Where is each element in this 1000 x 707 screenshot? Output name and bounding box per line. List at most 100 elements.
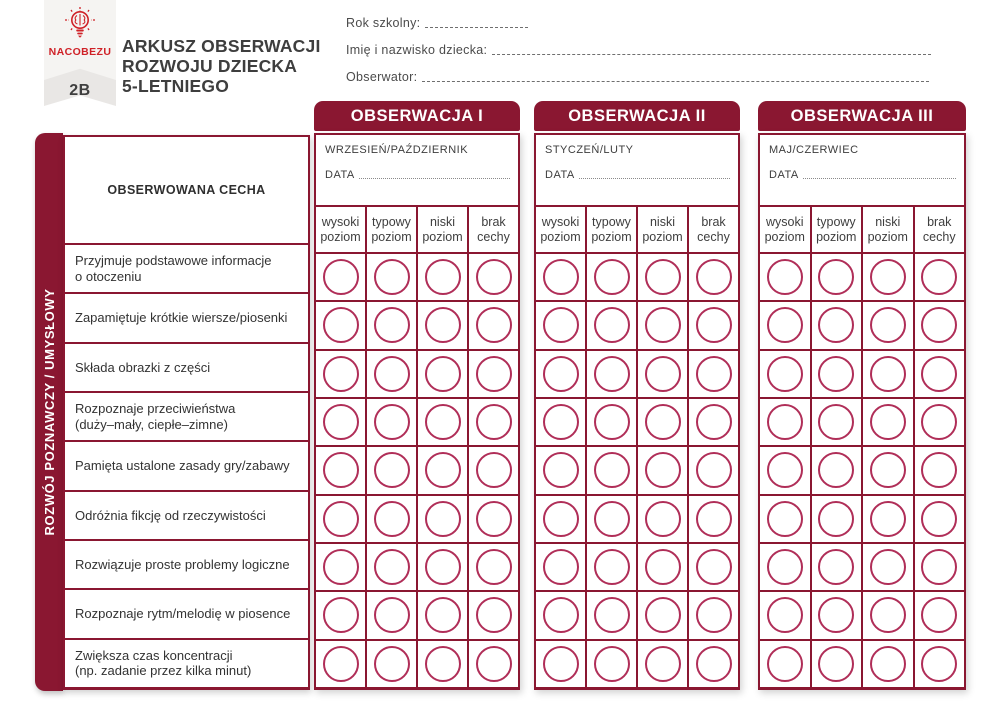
mark-circle[interactable] — [644, 597, 681, 634]
school-year-input[interactable] — [425, 26, 528, 28]
mark-circle[interactable] — [695, 259, 732, 296]
mark-circle[interactable] — [424, 404, 461, 441]
date-input[interactable] — [578, 177, 730, 179]
mark-circle[interactable] — [475, 452, 512, 489]
mark-circle[interactable] — [424, 355, 461, 392]
mark-circle[interactable] — [766, 500, 803, 537]
mark-circle[interactable] — [766, 645, 803, 682]
mark-circle[interactable] — [921, 404, 958, 441]
mark-circle[interactable] — [869, 307, 906, 344]
mark-circle[interactable] — [766, 549, 803, 586]
mark-circle[interactable] — [766, 404, 803, 441]
mark-circle[interactable] — [869, 500, 906, 537]
mark-circle[interactable] — [322, 549, 359, 586]
mark-circle[interactable] — [644, 307, 681, 344]
mark-circle[interactable] — [818, 500, 855, 537]
mark-circle[interactable] — [322, 645, 359, 682]
child-name-input[interactable] — [492, 53, 931, 55]
mark-circle[interactable] — [542, 404, 579, 441]
mark-circle[interactable] — [475, 404, 512, 441]
mark-circle[interactable] — [475, 500, 512, 537]
mark-circle[interactable] — [542, 259, 579, 296]
mark-circle[interactable] — [322, 259, 359, 296]
mark-circle[interactable] — [373, 597, 410, 634]
mark-circle[interactable] — [766, 307, 803, 344]
mark-circle[interactable] — [542, 500, 579, 537]
mark-circle[interactable] — [475, 597, 512, 634]
mark-circle[interactable] — [542, 452, 579, 489]
mark-circle[interactable] — [818, 259, 855, 296]
mark-circle[interactable] — [695, 307, 732, 344]
mark-circle[interactable] — [424, 452, 461, 489]
mark-circle[interactable] — [766, 597, 803, 634]
mark-circle[interactable] — [424, 307, 461, 344]
mark-circle[interactable] — [373, 404, 410, 441]
mark-circle[interactable] — [869, 549, 906, 586]
mark-circle[interactable] — [373, 259, 410, 296]
mark-circle[interactable] — [869, 597, 906, 634]
mark-circle[interactable] — [593, 645, 630, 682]
mark-circle[interactable] — [542, 645, 579, 682]
mark-circle[interactable] — [322, 404, 359, 441]
mark-circle[interactable] — [475, 259, 512, 296]
mark-circle[interactable] — [593, 549, 630, 586]
mark-circle[interactable] — [424, 500, 461, 537]
mark-circle[interactable] — [644, 259, 681, 296]
mark-circle[interactable] — [921, 549, 958, 586]
mark-circle[interactable] — [869, 452, 906, 489]
mark-circle[interactable] — [373, 645, 410, 682]
mark-circle[interactable] — [322, 307, 359, 344]
mark-circle[interactable] — [475, 549, 512, 586]
mark-circle[interactable] — [424, 549, 461, 586]
mark-circle[interactable] — [818, 452, 855, 489]
mark-circle[interactable] — [373, 500, 410, 537]
mark-circle[interactable] — [322, 597, 359, 634]
mark-circle[interactable] — [644, 645, 681, 682]
mark-circle[interactable] — [695, 645, 732, 682]
mark-circle[interactable] — [869, 404, 906, 441]
mark-circle[interactable] — [644, 549, 681, 586]
mark-circle[interactable] — [921, 355, 958, 392]
mark-circle[interactable] — [921, 500, 958, 537]
mark-circle[interactable] — [424, 645, 461, 682]
mark-circle[interactable] — [593, 355, 630, 392]
mark-circle[interactable] — [766, 259, 803, 296]
mark-circle[interactable] — [695, 452, 732, 489]
mark-circle[interactable] — [542, 549, 579, 586]
mark-circle[interactable] — [818, 404, 855, 441]
mark-circle[interactable] — [644, 500, 681, 537]
mark-circle[interactable] — [593, 259, 630, 296]
mark-circle[interactable] — [921, 259, 958, 296]
mark-circle[interactable] — [695, 549, 732, 586]
mark-circle[interactable] — [475, 645, 512, 682]
mark-circle[interactable] — [869, 355, 906, 392]
mark-circle[interactable] — [373, 452, 410, 489]
mark-circle[interactable] — [921, 452, 958, 489]
mark-circle[interactable] — [766, 452, 803, 489]
mark-circle[interactable] — [644, 404, 681, 441]
mark-circle[interactable] — [593, 307, 630, 344]
mark-circle[interactable] — [373, 355, 410, 392]
mark-circle[interactable] — [921, 597, 958, 634]
mark-circle[interactable] — [921, 307, 958, 344]
mark-circle[interactable] — [869, 259, 906, 296]
date-input[interactable] — [358, 177, 510, 179]
mark-circle[interactable] — [818, 307, 855, 344]
mark-circle[interactable] — [818, 355, 855, 392]
mark-circle[interactable] — [322, 452, 359, 489]
mark-circle[interactable] — [542, 355, 579, 392]
mark-circle[interactable] — [322, 500, 359, 537]
mark-circle[interactable] — [818, 597, 855, 634]
mark-circle[interactable] — [766, 355, 803, 392]
mark-circle[interactable] — [818, 549, 855, 586]
mark-circle[interactable] — [921, 645, 958, 682]
mark-circle[interactable] — [644, 452, 681, 489]
mark-circle[interactable] — [695, 355, 732, 392]
mark-circle[interactable] — [695, 597, 732, 634]
mark-circle[interactable] — [593, 500, 630, 537]
mark-circle[interactable] — [475, 355, 512, 392]
observer-input[interactable] — [422, 80, 929, 82]
mark-circle[interactable] — [695, 500, 732, 537]
date-input[interactable] — [802, 177, 956, 179]
mark-circle[interactable] — [695, 404, 732, 441]
